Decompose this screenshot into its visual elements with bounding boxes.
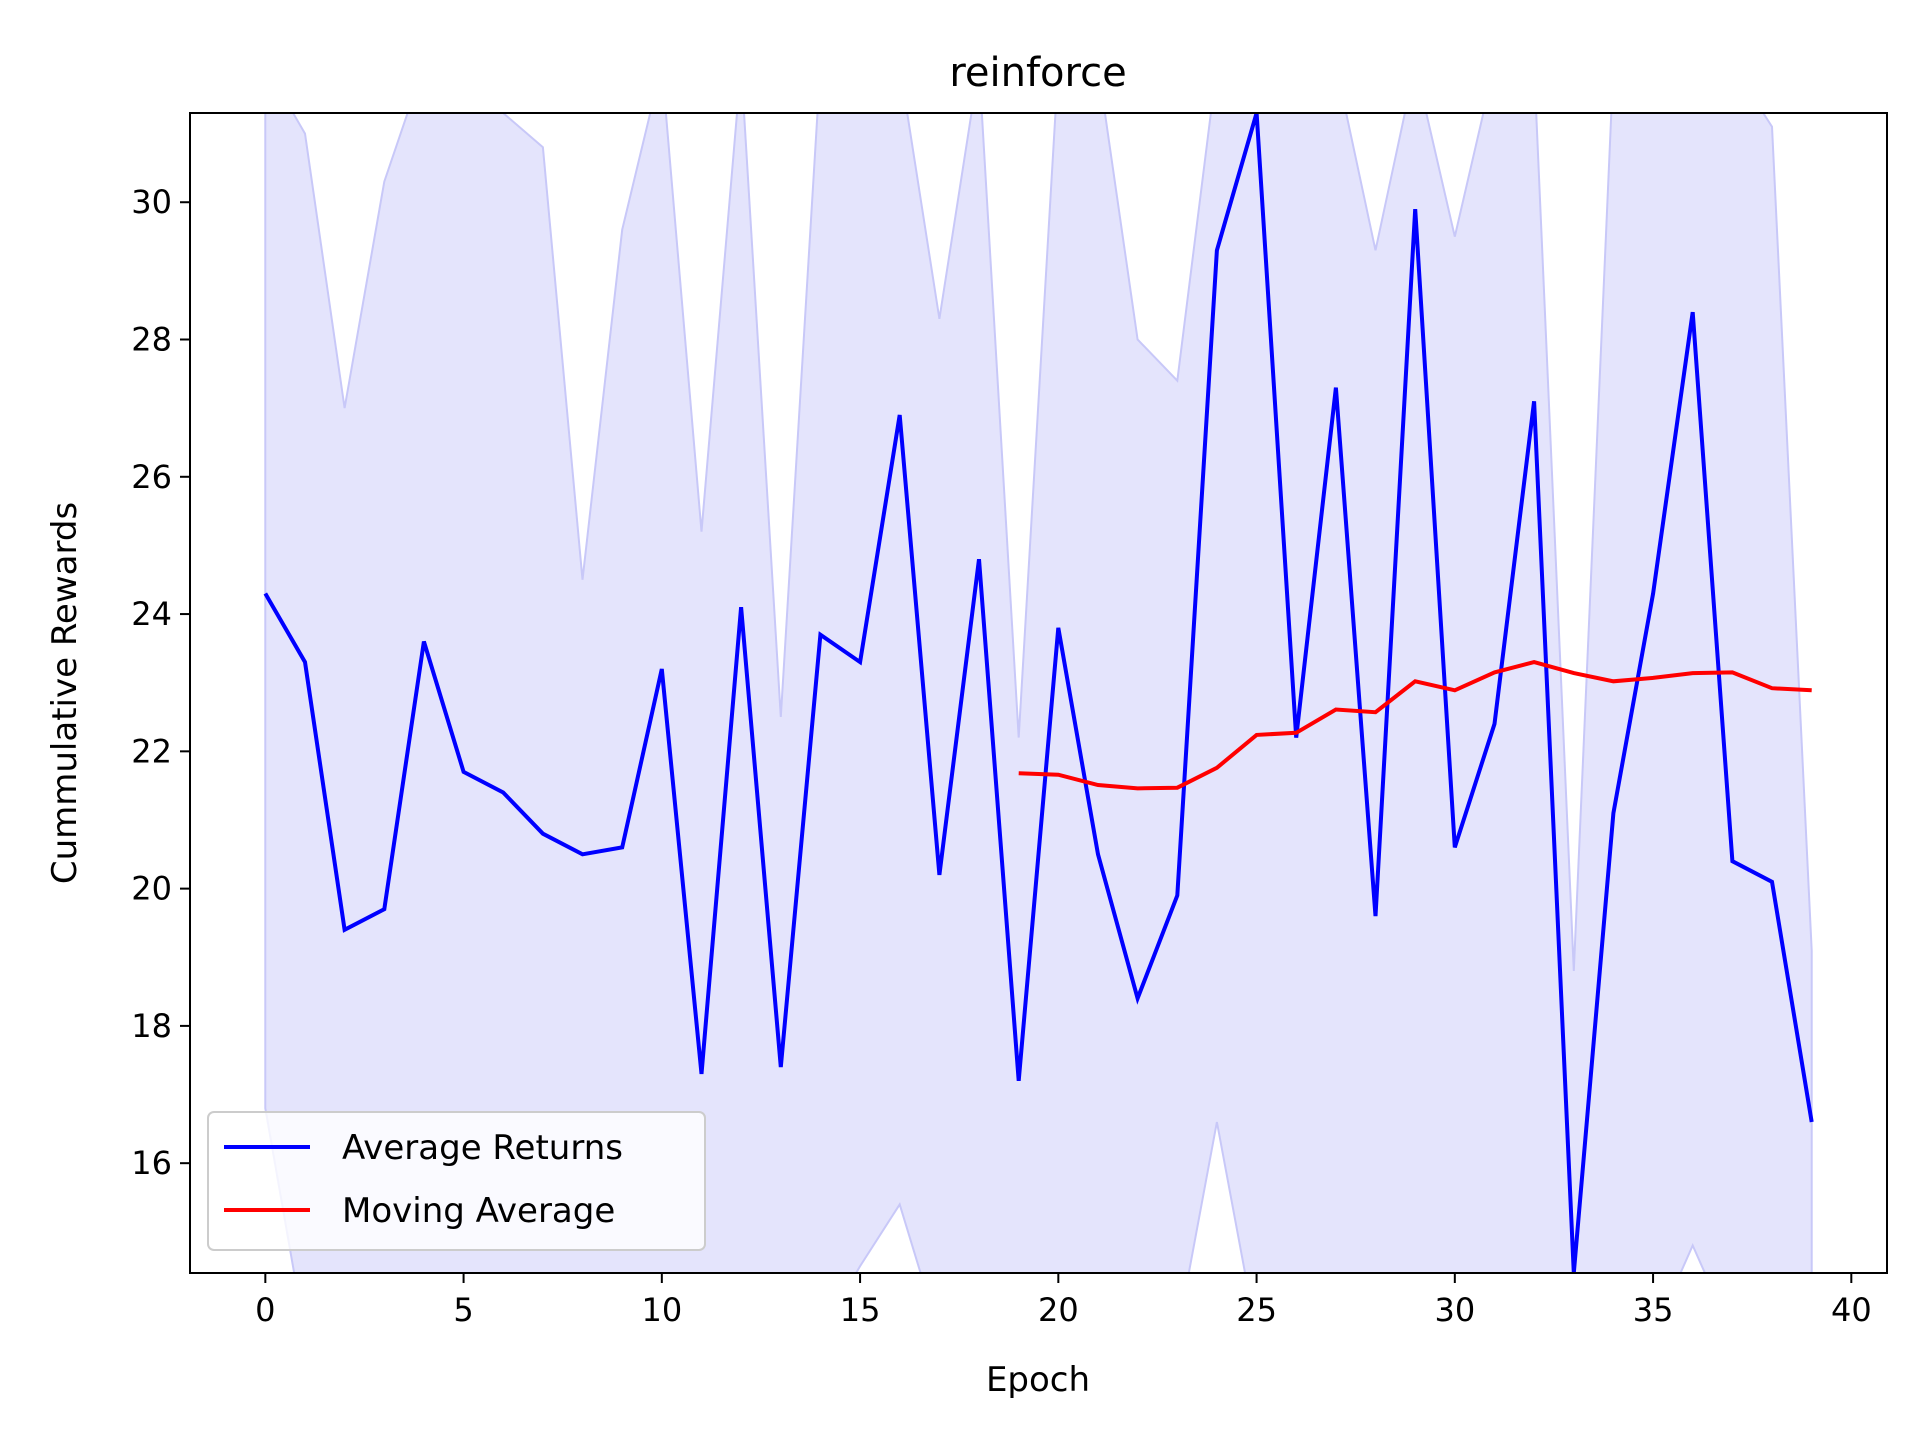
band-area <box>264 113 1813 1273</box>
y-tick-label: 30 <box>131 183 172 221</box>
plot-frame <box>189 112 1888 1274</box>
y-tick-label: 16 <box>131 1144 172 1182</box>
legend-label-moving-average: Moving Average <box>342 1191 615 1231</box>
legend: Average Returns Moving Average <box>207 1111 706 1251</box>
y-tick-label: 18 <box>131 1007 172 1045</box>
series-layer <box>263 113 1814 1273</box>
legend-label-average-returns: Average Returns <box>342 1128 623 1168</box>
y-tick-label: 22 <box>131 732 172 770</box>
x-tick-label: 15 <box>840 1291 881 1329</box>
confidence-band <box>264 113 1813 1273</box>
y-axis: 16 18 20 22 24 26 28 30 <box>131 183 190 1182</box>
x-tick-label: 20 <box>1038 1291 1079 1329</box>
x-tick-label: 35 <box>1633 1291 1674 1329</box>
x-axis: 0 5 10 15 20 25 30 35 40 <box>255 1273 1872 1329</box>
y-tick-label: 20 <box>131 870 172 908</box>
x-tick-label: 5 <box>453 1291 473 1329</box>
series-line-average-returns <box>263 113 1814 1273</box>
series-line-moving-average <box>1018 660 1812 791</box>
x-tick-label: 25 <box>1236 1291 1277 1329</box>
x-tick-label: 0 <box>255 1291 275 1329</box>
y-tick-label: 28 <box>131 321 172 359</box>
x-axis-label: Epoch <box>986 1360 1090 1400</box>
y-tick-label: 26 <box>131 458 172 496</box>
legend-box <box>207 1111 706 1251</box>
y-tick-label: 24 <box>131 595 172 633</box>
x-tick-label: 30 <box>1434 1291 1475 1329</box>
x-tick-label: 10 <box>641 1291 682 1329</box>
x-tick-label: 40 <box>1831 1291 1872 1329</box>
y-axis-label: Cummulative Rewards <box>45 502 85 884</box>
chart-title: reinforce <box>949 50 1126 96</box>
